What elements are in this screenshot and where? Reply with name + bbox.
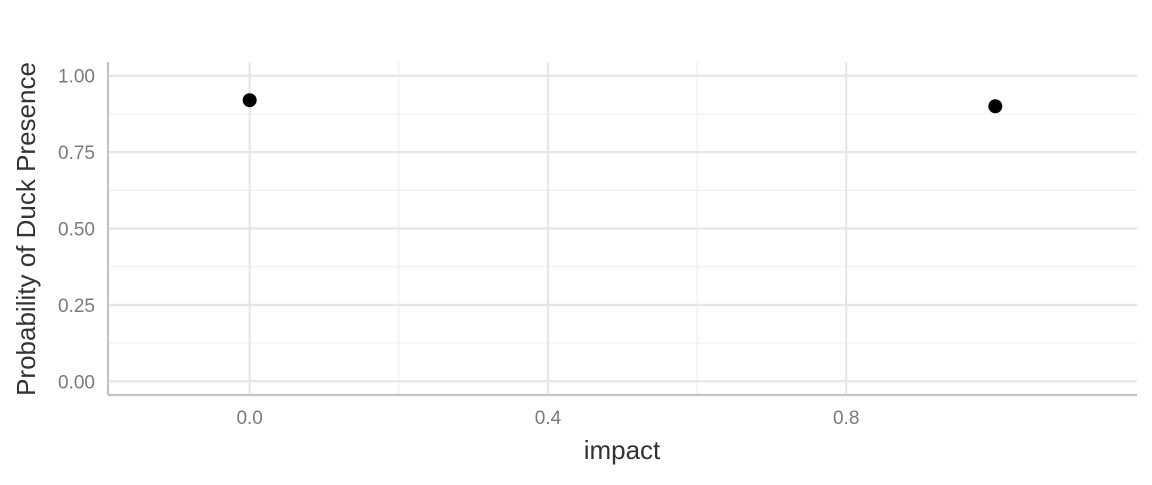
x-tick-label: 0.8 xyxy=(833,408,859,429)
y-tick-label: 0.25 xyxy=(58,296,95,317)
y-tick-label: 0.75 xyxy=(58,143,95,164)
y-tick-label: 0.50 xyxy=(58,220,95,241)
x-tick-label: 0.4 xyxy=(535,408,562,429)
x-tick-label: 0.0 xyxy=(236,408,262,429)
y-tick-label: 0.00 xyxy=(58,372,95,393)
axis-layer xyxy=(106,62,1137,397)
label-layer: 0.00 0.25 0.50 0.75 1.00 0.0 0.4 0.8 xyxy=(58,67,859,429)
data-point xyxy=(988,99,1003,114)
data-point xyxy=(242,93,257,108)
y-axis-title: Probability of Duck Presence xyxy=(11,62,41,396)
point-layer xyxy=(242,93,1003,114)
x-axis-title: impact xyxy=(584,435,661,465)
y-tick-label: 1.00 xyxy=(58,67,95,88)
grid-layer xyxy=(108,62,1137,395)
